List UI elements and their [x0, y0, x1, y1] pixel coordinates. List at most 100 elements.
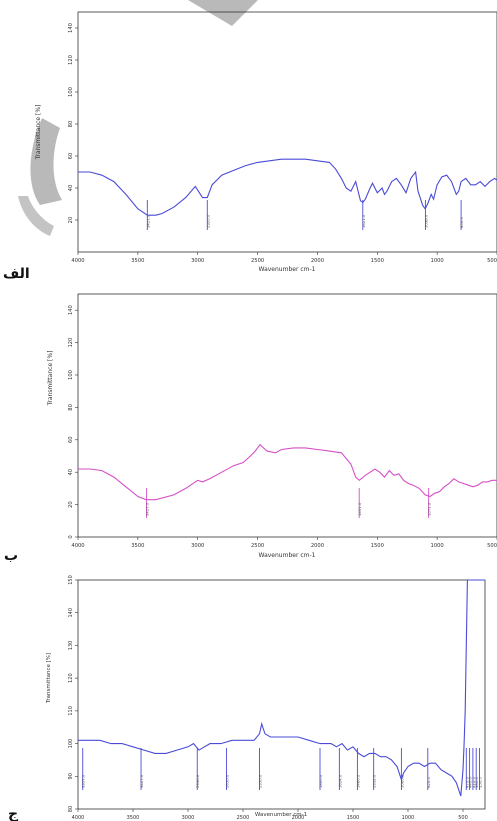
x-tick-label: 1000 [402, 815, 415, 821]
x-tick-label: 2500 [251, 543, 264, 549]
spectrum-panel-alef: 20 40 60 80 100 120 140 4000 3500 3000 2500 2000 15… [3, 11, 497, 282]
x-tick-label: 2000 [311, 258, 324, 264]
spectrum-panel-jim: 80 90 100 110 120 130 140 150 4000 3500 3000 2500 2… [8, 575, 486, 821]
y-axis-label: Transmittance [%] [46, 653, 52, 704]
peak-label: 1312.0 [372, 774, 377, 788]
x-tick-label: 2000 [311, 543, 324, 549]
y-axis-ticks: 80 90 100 110 120 130 140 150 [68, 575, 78, 812]
x-tick-label: 3000 [182, 815, 195, 821]
y-tick-label: 60 [68, 436, 74, 443]
x-axis-ticks: 4000 3500 3000 2500 2000 1500 1000 500 [72, 809, 468, 821]
y-tick-label: 120 [68, 673, 74, 683]
peak-annotations: 3957.0 3427.0 2916.0 2650.0 2350.0 1800.0 1624… [81, 748, 483, 790]
peak-label: 1651.0 [357, 502, 362, 516]
peak-label: 2920.0 [205, 214, 210, 228]
peak-label: 800.0 [459, 217, 464, 228]
peak-label: 3957.0 [81, 774, 86, 788]
x-tick-label: 4000 [71, 258, 84, 264]
spectrum-line [78, 158, 497, 216]
peak-label: 1800.0 [318, 774, 323, 788]
y-tick-label: 100 [68, 87, 74, 97]
y-tick-label: 20 [68, 217, 74, 224]
peak-label: 2350.0 [258, 774, 263, 788]
x-axis-ticks: 4000 3500 3000 2500 2000 1500 1000 500 [71, 252, 497, 264]
peak-label: 1624.0 [337, 774, 342, 788]
y-tick-label: 120 [68, 55, 74, 65]
x-tick-label: 3000 [191, 258, 204, 264]
peak-label: 350.0 [478, 777, 483, 788]
y-tick-label: 130 [68, 641, 74, 651]
peak-annotations: 3421.0 2920.0 1621.0 1098.0 800.0 [145, 200, 464, 230]
peak-label: 1621.0 [361, 214, 366, 228]
peak-annotations: 3427.0 1651.0 1071.0 [145, 488, 432, 518]
y-tick-label: 140 [68, 23, 74, 33]
x-tick-label: 1500 [371, 543, 384, 549]
x-tick-label: 1500 [347, 815, 360, 821]
x-tick-label: 4000 [71, 543, 84, 549]
y-axis-ticks: 20 40 60 80 100 120 140 [68, 23, 78, 223]
peak-label: 1098.0 [423, 214, 428, 228]
peak-label: 3421.0 [145, 214, 150, 228]
y-tick-label: 80 [68, 404, 74, 411]
panel-label-jim: ج [8, 806, 19, 821]
peak-label: 380.0 [474, 777, 479, 788]
y-tick-label: 140 [68, 608, 74, 618]
y-tick-label: 80 [68, 121, 74, 128]
y-axis-ticks: 0 20 40 60 80 100 120 140 [68, 305, 78, 539]
x-tick-label: 3500 [131, 258, 144, 264]
peak-label: 820.0 [426, 777, 431, 788]
y-tick-label: 110 [68, 706, 74, 716]
plot-frame [77, 293, 497, 538]
peak-label: 3427.0 [145, 502, 150, 516]
y-tick-label: 0 [68, 535, 74, 538]
x-tick-label: 3000 [191, 543, 204, 549]
y-tick-label: 150 [68, 575, 74, 585]
peak-label: 2650.0 [225, 774, 230, 788]
y-tick-label: 20 [68, 501, 74, 508]
x-tick-label: 2000 [292, 815, 305, 821]
x-tick-label: 1000 [431, 258, 444, 264]
x-tick-label: 3500 [131, 543, 144, 549]
x-tick-label: 2500 [237, 815, 250, 821]
spectrum-line [78, 443, 497, 501]
x-tick-label: 1000 [431, 543, 444, 549]
x-axis-label: Wavenumber cm-1 [259, 552, 316, 559]
x-axis-label: Wavenumber cm-1 [259, 266, 316, 273]
plot-frame [77, 11, 497, 253]
peak-label: 470.0 [464, 777, 469, 788]
peak-label: 440.0 [468, 777, 473, 788]
x-tick-label: 2500 [251, 258, 264, 264]
y-tick-label: 40 [68, 185, 74, 192]
y-tick-label: 80 [68, 806, 74, 812]
y-tick-label: 100 [68, 739, 74, 749]
plot-frame [77, 579, 486, 810]
spectrum-panel-beh: 0 20 40 60 80 100 120 140 4000 3500 3000 2500 2000 1… [4, 293, 497, 564]
peak-label: 410.0 [471, 777, 476, 788]
peak-label: 1460.0 [355, 774, 360, 788]
x-axis-ticks: 4000 3500 3000 2500 2000 1500 1000 500 [71, 537, 497, 549]
panel-label-alef: الف [3, 266, 30, 282]
y-tick-label: 120 [68, 338, 74, 348]
y-tick-label: 60 [68, 153, 74, 160]
y-tick-label: 40 [68, 469, 74, 476]
y-axis-label: Transmittance [%] [35, 105, 42, 161]
x-tick-label: 4000 [72, 815, 85, 821]
y-tick-label: 90 [68, 773, 74, 779]
peak-label: 1071.0 [427, 502, 432, 516]
peak-label: 2916.0 [195, 774, 200, 788]
peak-label: 3427.0 [139, 774, 144, 788]
y-tick-label: 140 [68, 305, 74, 315]
y-tick-label: 100 [68, 370, 74, 380]
x-tick-label: 1500 [371, 258, 384, 264]
peak-label: 1060.0 [399, 774, 404, 788]
panel-label-beh: ب [4, 548, 18, 564]
x-axis-label: Wavenumber cm-1 [255, 812, 307, 818]
x-tick-label: 500 [487, 258, 497, 264]
spectrum-line [78, 579, 485, 797]
x-tick-label: 3500 [127, 815, 140, 821]
watermark-shape [18, 0, 258, 236]
y-axis-label: Transmittance [%] [47, 351, 54, 407]
x-tick-label: 500 [487, 543, 497, 549]
x-tick-label: 500 [458, 815, 468, 821]
